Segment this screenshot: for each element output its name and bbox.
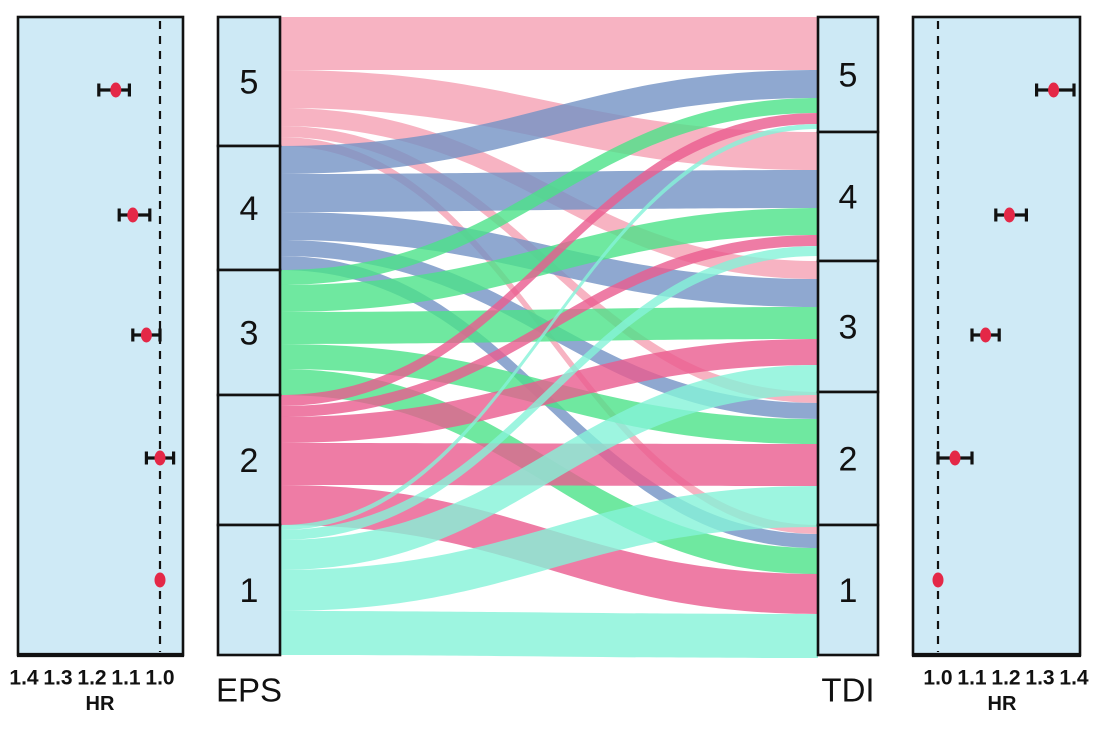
sankey-node-label-tdi-2: 2 bbox=[839, 441, 858, 479]
sankey-node-tdi-4 bbox=[816, 130, 880, 263]
sankey-node-label-tdi-1: 1 bbox=[839, 572, 858, 610]
sankey-left-axis-label: EPS bbox=[216, 672, 282, 709]
sankey-node-label-tdi-5: 5 bbox=[839, 57, 858, 95]
forest-plot-left: 1.4 1.3 1.2 1.1 1.0 bbox=[9, 15, 185, 690]
hr-point-tdi-3 bbox=[980, 327, 992, 343]
sankey-node-label-eps-5: 5 bbox=[240, 64, 259, 102]
hr-point-eps-2 bbox=[154, 450, 166, 466]
x-tick-tdi: 1.1 bbox=[957, 667, 987, 690]
sankey-flow-eps1-tdi2 bbox=[280, 486, 818, 611]
sankey-node-eps-3 bbox=[216, 268, 282, 397]
sankey-node-label-eps-1: 1 bbox=[240, 572, 259, 610]
sankey-flow-eps1-tdi4 bbox=[280, 246, 818, 540]
sankey-node-tdi-5 bbox=[816, 15, 880, 134]
sankey-flow-layer bbox=[280, 17, 818, 658]
sankey-node-layer: 5 4 3 2 1 5 4 3 2 1 bbox=[216, 15, 880, 657]
sankey-flow-eps2-tdi5 bbox=[280, 113, 818, 406]
sankey-flow-eps5-tdi5 bbox=[280, 17, 818, 70]
forest-plot-right: 1.0 1.1 1.2 1.3 1.4 bbox=[911, 15, 1089, 690]
sankey-node-tdi-2 bbox=[816, 390, 880, 527]
sankey-flow-eps1-tdi5 bbox=[280, 124, 818, 530]
sankey-node-eps-1 bbox=[216, 523, 282, 657]
hr-point-tdi-1 bbox=[932, 572, 944, 588]
x-tick-tdi: 1.4 bbox=[1059, 667, 1089, 690]
x-tick-eps: 1.1 bbox=[111, 667, 141, 690]
hr-point-eps-3 bbox=[140, 327, 152, 343]
sankey-node-label-eps-4: 4 bbox=[240, 190, 259, 228]
sankey-node-label-tdi-4: 4 bbox=[839, 179, 858, 217]
x-tick-tdi: 1.0 bbox=[923, 667, 952, 690]
sankey-flow-eps1-tdi3 bbox=[280, 365, 818, 570]
hr-point-tdi-4 bbox=[1003, 207, 1015, 223]
x-tick-tdi: 1.2 bbox=[991, 667, 1020, 690]
sankey-node-eps-2 bbox=[216, 393, 282, 527]
sankey-node-label-tdi-3: 3 bbox=[839, 309, 858, 347]
left-x-axis-title: HR bbox=[86, 693, 115, 715]
hr-point-eps-4 bbox=[127, 207, 139, 223]
sankey-node-label-eps-3: 3 bbox=[240, 315, 259, 353]
sankey-node-tdi-1 bbox=[816, 523, 880, 657]
hr-point-tdi-2 bbox=[949, 450, 961, 466]
x-tick-eps: 1.0 bbox=[145, 667, 174, 690]
sankey-flow-eps3-tdi5 bbox=[280, 98, 818, 285]
hr-point-eps-1 bbox=[154, 572, 166, 588]
hr-point-tdi-5 bbox=[1048, 82, 1060, 98]
x-tick-eps: 1.4 bbox=[9, 667, 39, 690]
sankey-node-label-eps-2: 2 bbox=[240, 442, 259, 480]
x-tick-tdi: 1.3 bbox=[1025, 667, 1054, 690]
sankey-flow-eps4-tdi5 bbox=[280, 70, 818, 174]
hr-point-eps-5 bbox=[110, 82, 122, 98]
x-tick-eps: 1.2 bbox=[77, 667, 106, 690]
x-tick-eps: 1.3 bbox=[43, 667, 72, 690]
sankey-node-eps-4 bbox=[216, 144, 282, 272]
right-x-axis-title: HR bbox=[988, 693, 1017, 715]
sankey-flow-eps1-tdi1 bbox=[280, 611, 818, 658]
sankey-right-axis-label: TDI bbox=[821, 672, 874, 709]
